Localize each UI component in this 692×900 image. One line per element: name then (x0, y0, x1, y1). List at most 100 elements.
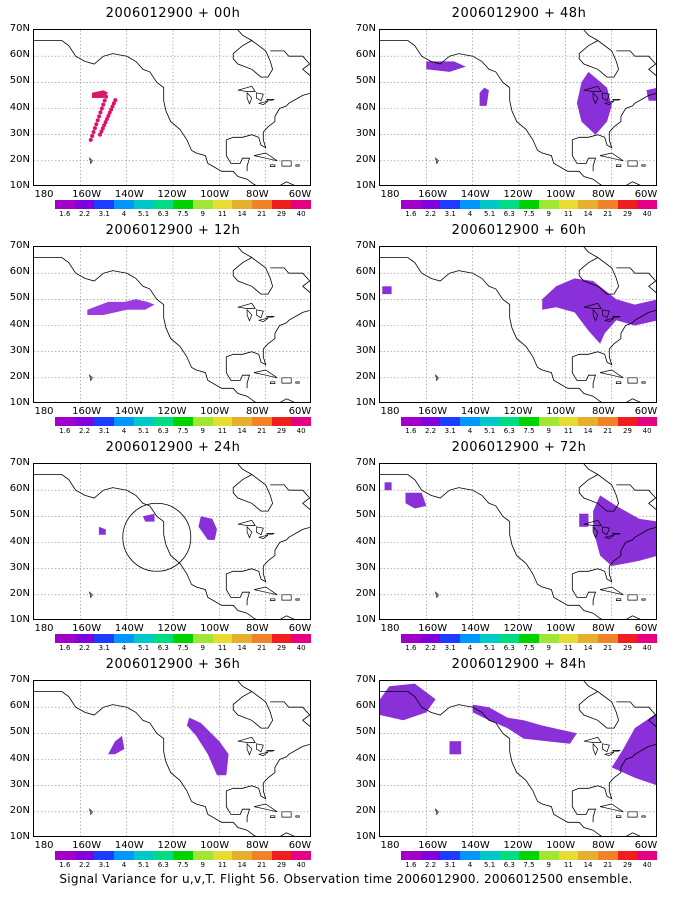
lake (602, 92, 610, 102)
colorbar-label: 3.1 (98, 427, 110, 435)
lake (237, 736, 256, 743)
colorbar-label: 7.5 (523, 644, 535, 652)
lat-tick-label: 50N (9, 509, 30, 521)
colorbar-swatch (55, 200, 75, 209)
lon-tick-label: 160W (72, 406, 102, 417)
lon-tick-label: 100W (546, 189, 576, 200)
coastline (225, 92, 310, 172)
colorbar-label: 40 (642, 861, 652, 869)
colorbar-swatch (578, 200, 598, 209)
colorbar-label: 6.3 (157, 210, 169, 218)
lat-tick-label: 30N (355, 344, 376, 356)
lon-tick-label: 120W (157, 406, 187, 417)
colorbar-swatch (499, 634, 520, 643)
lake (612, 315, 621, 318)
lon-tick-label: 180 (34, 840, 54, 851)
lake (246, 308, 253, 322)
colorbar-swatch (153, 200, 174, 209)
colorbar-swatch (597, 634, 618, 643)
colorbar-label: 5.1 (138, 427, 150, 435)
colorbar-swatch (499, 200, 520, 209)
variance-region (98, 526, 106, 535)
colorbar-label: 40 (642, 210, 652, 218)
lon-tick-label: 60W (634, 623, 658, 634)
colorbar-label: 21 (603, 210, 613, 218)
colorbar-label: 2.2 (78, 427, 91, 435)
island (627, 377, 638, 384)
observation-point (111, 101, 116, 106)
lat-tick-label: 20N (355, 370, 376, 382)
colorbar-swatch (212, 200, 233, 209)
colorbar-swatch (617, 851, 638, 860)
coastline (225, 526, 310, 606)
lat-tick-label: 40N (355, 318, 376, 330)
lon-tick-label: 120W (157, 840, 187, 851)
lake (583, 85, 602, 92)
observation-point (95, 118, 100, 123)
colorbar-swatch (401, 634, 421, 643)
colorbar-swatch (578, 417, 598, 426)
variance-region (380, 683, 436, 721)
lat-tick-label: 40N (9, 318, 30, 330)
coastline (34, 40, 256, 185)
observation-point (104, 116, 109, 121)
island (600, 586, 624, 596)
colorbar-swatch (153, 634, 174, 643)
lat-tick-label: 50N (355, 509, 376, 521)
colorbar-swatch (55, 851, 75, 860)
coastline (232, 681, 274, 729)
colorbar-swatch (94, 851, 115, 860)
lake (583, 519, 602, 526)
lon-tick-label: 80W (246, 406, 269, 417)
observation-point (100, 126, 105, 131)
lake (604, 534, 615, 539)
colorbar-label: 3.1 (444, 210, 456, 218)
colorbar-swatch (479, 634, 500, 643)
lat-tick-label: 30N (9, 344, 30, 356)
colorbar-swatch (519, 634, 539, 643)
colorbar-label: 2.2 (424, 861, 437, 869)
lat-tick-label: 10N (9, 831, 30, 842)
coastline (626, 181, 641, 185)
observation-point (113, 98, 118, 103)
colorbar-label: 3.1 (98, 644, 110, 652)
lon-tick-label: 120W (157, 189, 187, 200)
island (281, 160, 292, 167)
lat-tick-label: 70N (355, 23, 376, 34)
colorbar-label: 29 (276, 210, 286, 218)
island (269, 381, 276, 384)
lake (246, 525, 253, 539)
colorbar-label: 11 (217, 427, 227, 435)
lake (592, 525, 599, 539)
colorbar (401, 417, 657, 426)
observation-point (102, 98, 107, 103)
map-panel: 2006012900 + 12h 70N 60N 50N 40N 30N 20N 10N 180… (0, 217, 346, 435)
colorbar-swatch (440, 200, 461, 209)
map-frame (379, 680, 657, 837)
colorbar-label: 7.5 (177, 210, 189, 218)
lon-tick-label: 180 (380, 406, 400, 417)
lake (266, 315, 275, 318)
colorbar-swatch (637, 634, 657, 643)
panel-title: 2006012900 + 60h (451, 223, 587, 238)
panel-title: 2006012900 + 36h (105, 657, 241, 672)
variance-region (87, 299, 155, 315)
colorbar-label: 9 (546, 210, 551, 218)
lat-tick-label: 70N (9, 674, 30, 685)
coastline (626, 615, 641, 619)
colorbar-swatch (251, 200, 272, 209)
colorbar-label: 9 (546, 644, 551, 652)
lake (583, 302, 602, 309)
colorbar-swatch (192, 200, 213, 209)
colorbar-label: 29 (622, 427, 632, 435)
colorbar (55, 200, 311, 209)
panel-title: 2006012900 + 12h (105, 223, 241, 238)
lake (592, 91, 599, 105)
lon-tick-label: 60W (288, 840, 312, 851)
colorbar-swatch (420, 417, 441, 426)
colorbar-label: 2.2 (424, 644, 437, 652)
lat-tick-label: 10N (355, 180, 376, 191)
colorbar-label: 11 (563, 644, 573, 652)
observation-point (99, 106, 104, 111)
map-panel: 2006012900 + 48h 70N 60N 50N 40N 30N 20N 10N 180… (346, 0, 692, 218)
